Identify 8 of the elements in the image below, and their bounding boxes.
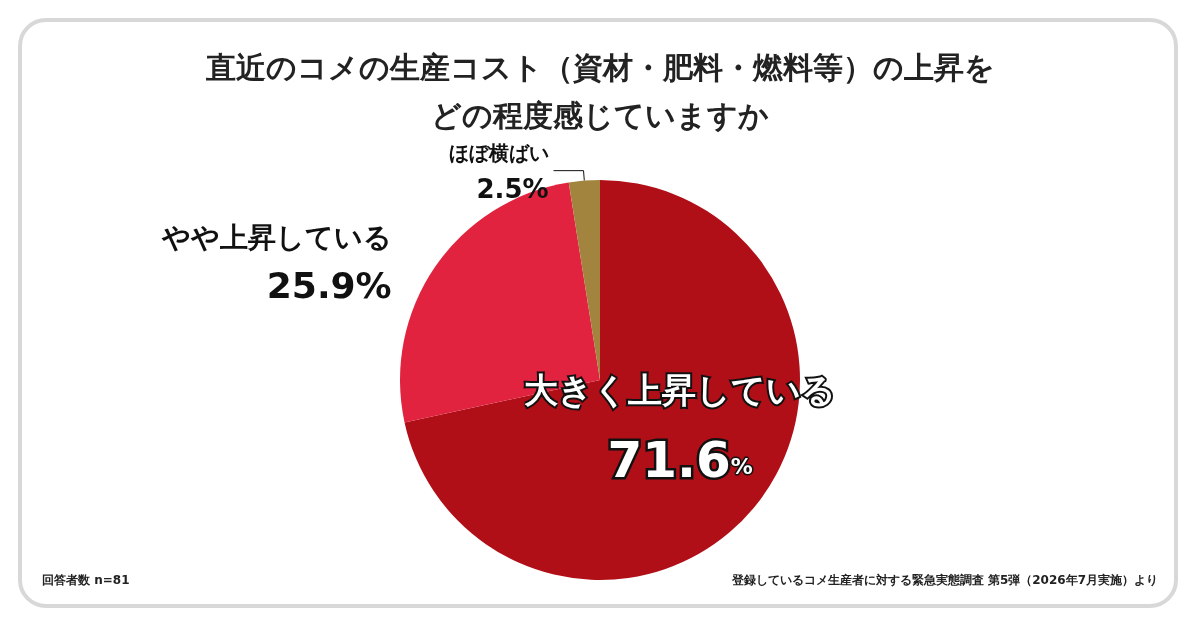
text: 登録しているコメ生産者に対する緊急実態調査 第5弾（2026年7月実施）より — [730, 573, 1159, 587]
data-label: 2.5% — [476, 173, 549, 204]
slice-label: ほぼ横ばい — [448, 140, 549, 165]
text: 回答者数 n=81 — [42, 573, 130, 587]
data-label: 25.9% — [266, 264, 392, 306]
data-label: 71.6% — [607, 430, 753, 489]
chart-title: 直近のコメの生産コスト（資材・肥料・燃料等）の上昇をどの程度感じていますか — [204, 49, 995, 133]
slice-label: やや上昇している — [160, 220, 392, 254]
